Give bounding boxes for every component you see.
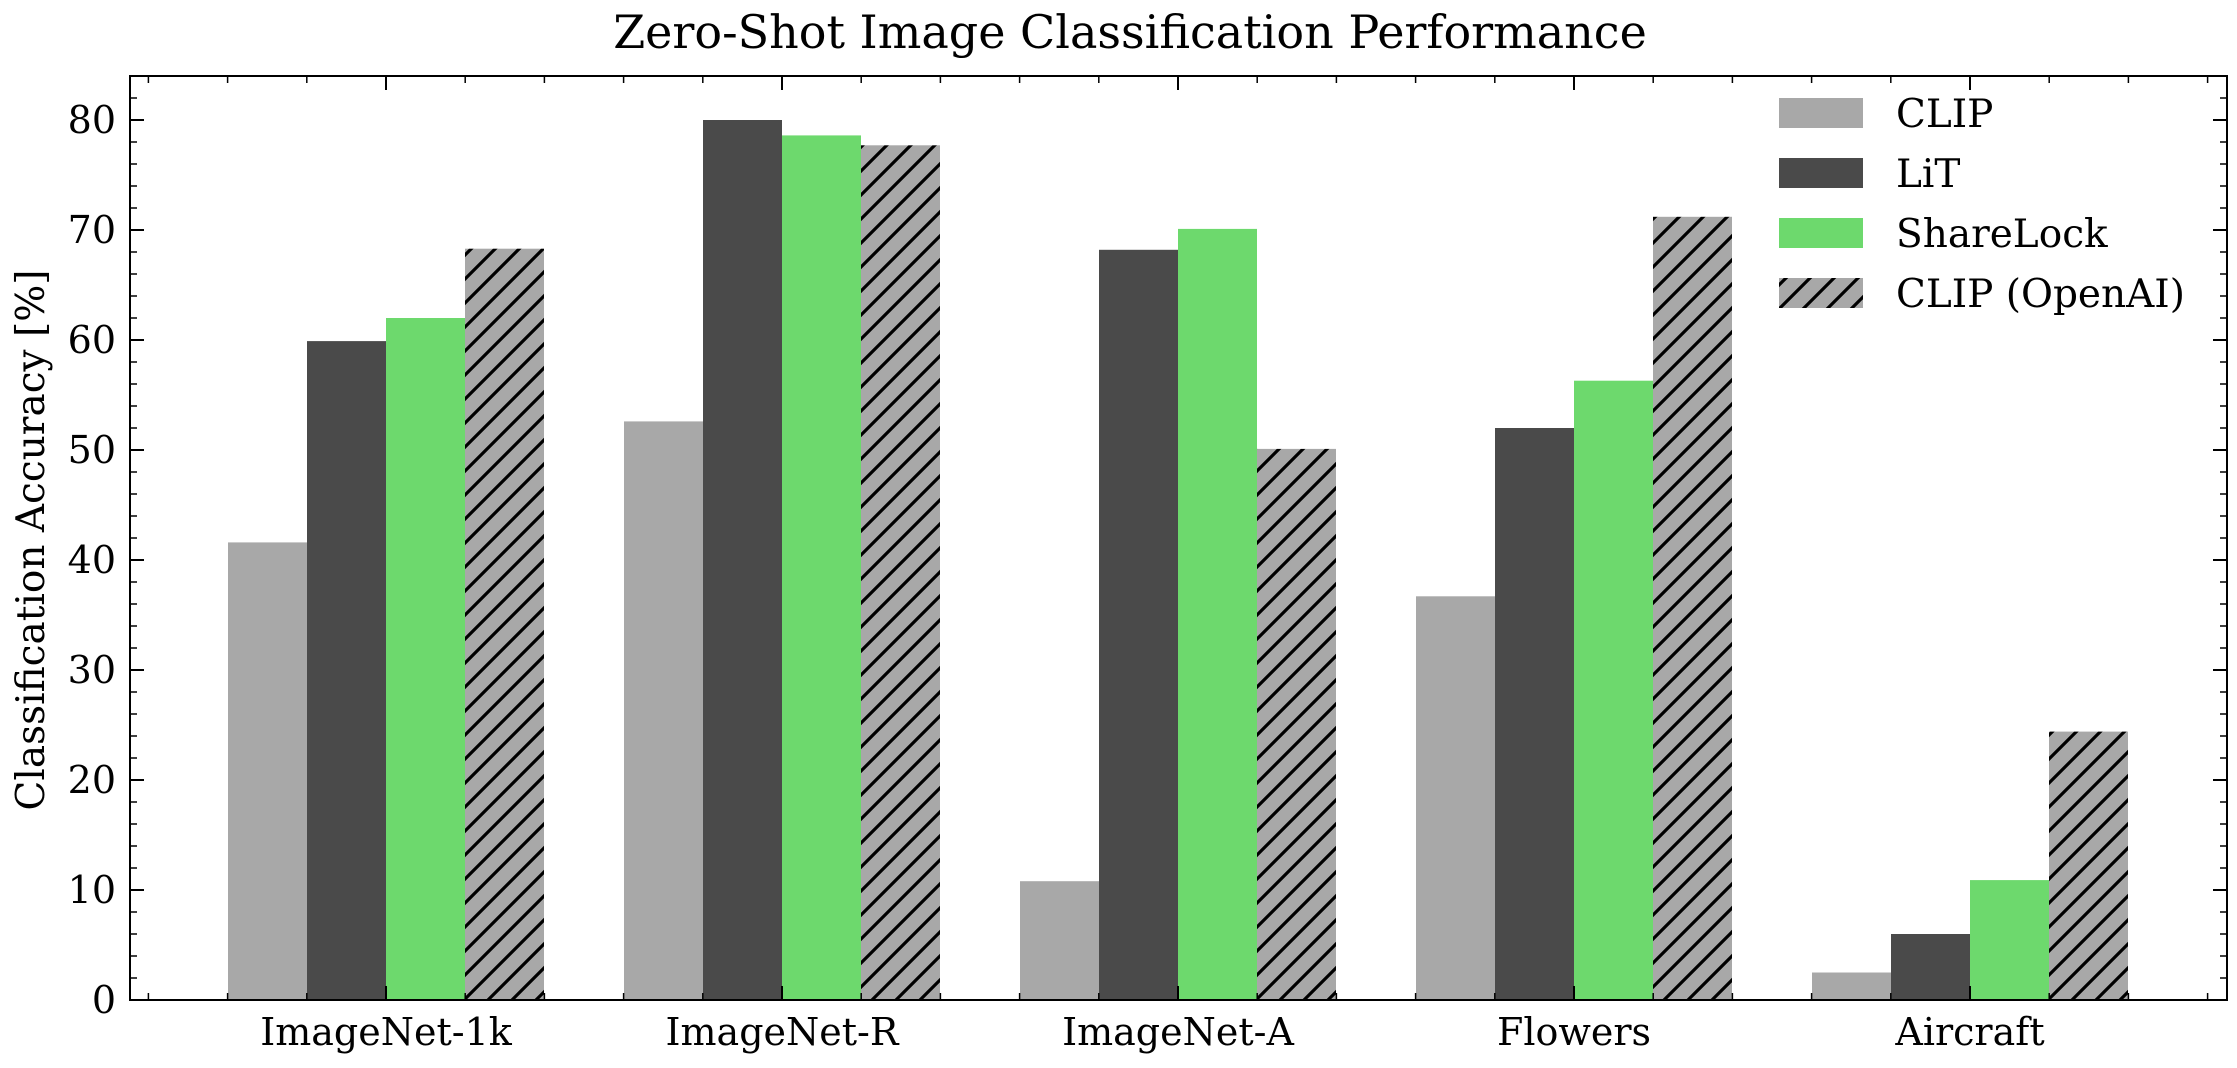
bar-sharelock-2 (782, 135, 861, 1000)
y-tick-label: 50 (68, 428, 116, 472)
legend-swatch-sharelock (1779, 218, 1863, 248)
bar-sharelock-4 (1574, 380, 1653, 1000)
bar-sharelock-3 (1178, 228, 1257, 1000)
x-tick-label: Flowers (1497, 1010, 1651, 1054)
ticks-layer (130, 75, 2227, 1001)
bars-layer (228, 120, 2128, 1001)
x-tick-labels: ImageNet-1k ImageNet-R ImageNet-A Flowers Ai… (260, 1010, 2044, 1054)
x-tick-label: ImageNet-R (666, 1010, 900, 1054)
y-tick-label: 70 (68, 208, 116, 252)
chart-title: Zero-Shot Image Classification Performan… (613, 5, 1647, 59)
bar-clip-1 (228, 542, 307, 1000)
bar-clip-openai-2 (861, 145, 940, 1001)
bar-clip-4 (1416, 596, 1495, 1000)
legend-label-clip-openai: CLIP (OpenAI) (1896, 272, 2185, 317)
y-axis-label: Classification Accuracy [%] (9, 270, 54, 811)
bar-clip-5 (1812, 972, 1891, 1000)
legend-swatch-clip-openai (1779, 278, 1863, 308)
bar-clip-openai-1 (465, 248, 544, 1000)
bar-clip-openai-3 (1257, 448, 1336, 1000)
bar-sharelock-5 (1970, 880, 2049, 1000)
y-tick-label: 30 (68, 648, 116, 692)
legend-label-lit: LiT (1896, 152, 1960, 197)
legend-label-clip: CLIP (1896, 92, 1993, 137)
bar-clip-2 (624, 421, 703, 1000)
bar-lit-3 (1099, 249, 1178, 1001)
x-tick-label: ImageNet-A (1062, 1010, 1294, 1054)
legend: CLIP LiT ShareLock CLIP (OpenAI) (1779, 92, 2185, 317)
bar-lit-4 (1495, 428, 1574, 1000)
y-tick-labels: 0 10 20 30 40 50 60 70 80 (68, 98, 116, 1022)
bar-lit-1 (307, 341, 386, 1001)
legend-swatch-lit (1779, 158, 1863, 188)
bar-sharelock-1 (386, 318, 465, 1000)
y-tick-label: 10 (68, 868, 116, 912)
y-tick-label: 40 (68, 538, 116, 582)
y-tick-label: 60 (68, 318, 116, 362)
y-tick-label: 0 (92, 978, 116, 1022)
y-tick-label: 20 (68, 758, 116, 802)
x-tick-label: Aircraft (1894, 1010, 2044, 1054)
bar-lit-5 (1891, 934, 1970, 1000)
x-tick-label: ImageNet-1k (260, 1010, 513, 1054)
y-tick-label: 80 (68, 98, 116, 142)
bar-clip-openai-5 (2049, 731, 2128, 1000)
bar-clip-3 (1020, 881, 1099, 1000)
legend-label-sharelock: ShareLock (1896, 212, 2108, 257)
legend-swatch-clip (1779, 98, 1863, 128)
bar-lit-2 (703, 120, 782, 1000)
bar-clip-openai-4 (1653, 216, 1732, 1001)
